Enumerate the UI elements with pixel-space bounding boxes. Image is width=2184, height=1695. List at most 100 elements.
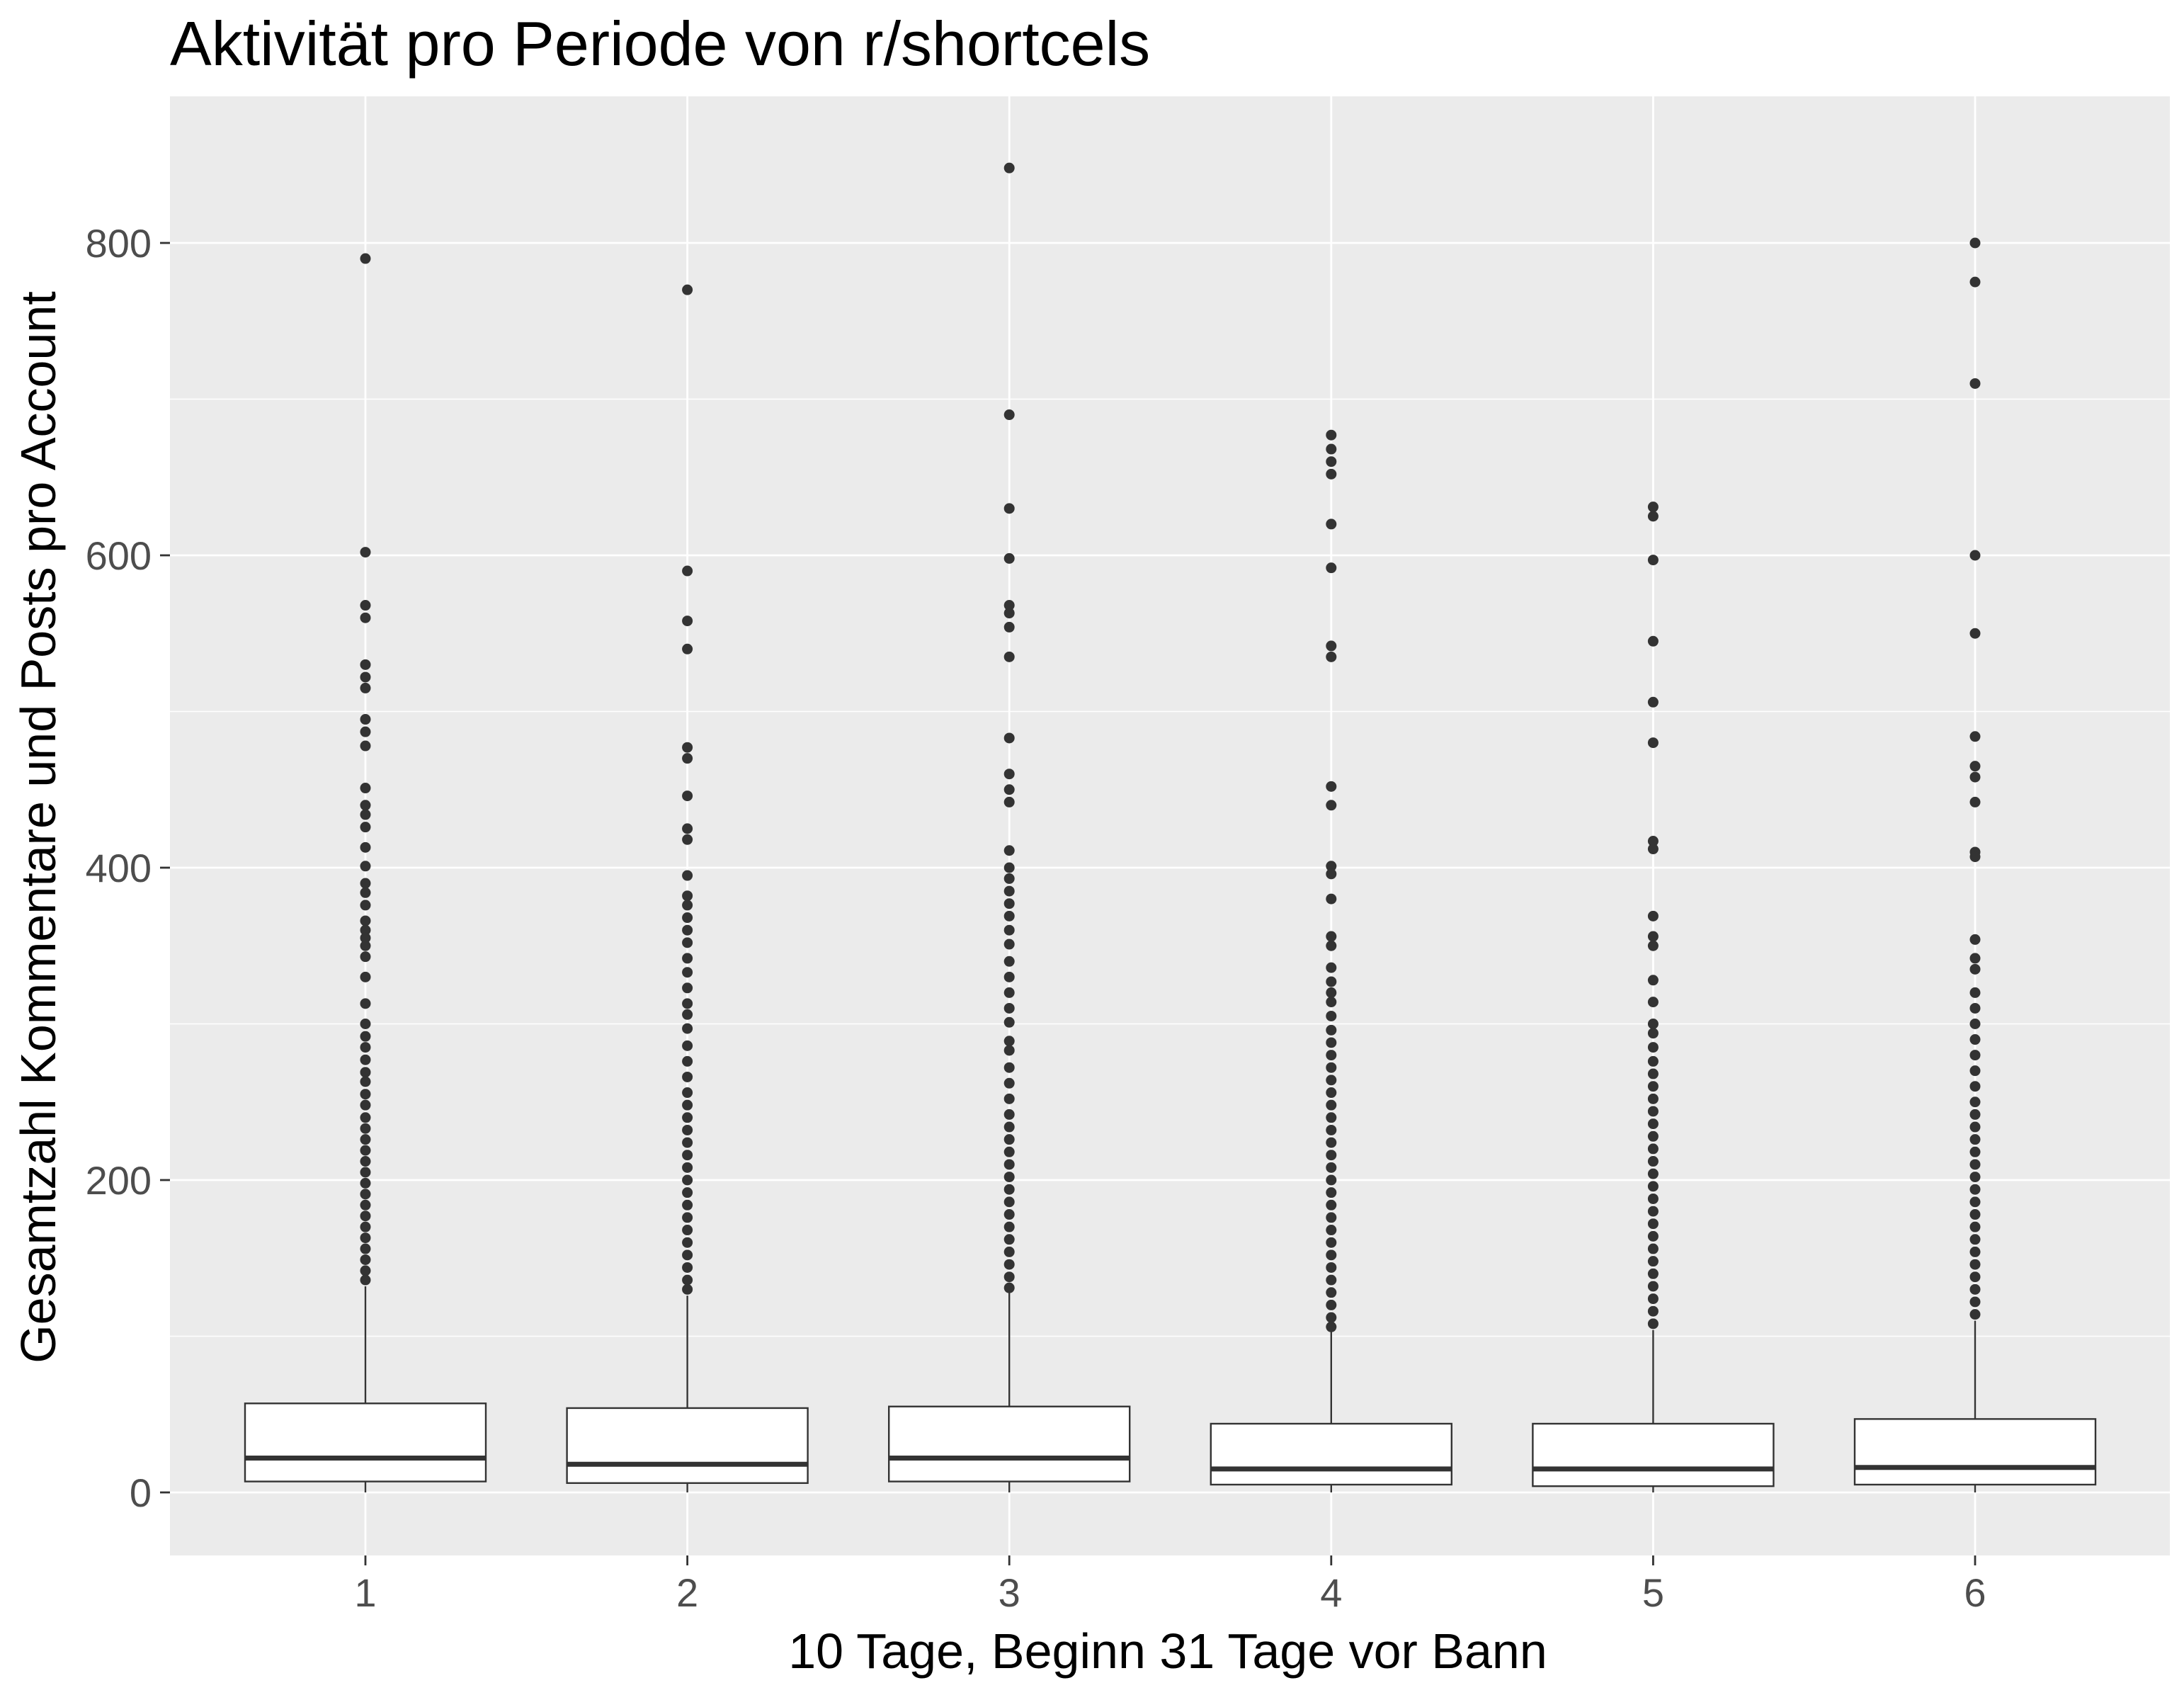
outlier-point [1647, 1106, 1659, 1117]
outlier-point [1647, 1093, 1659, 1104]
outlier-point [1969, 934, 1981, 945]
outlier-point [1969, 1234, 1981, 1245]
outlier-point [1969, 1259, 1981, 1270]
outlier-point [1647, 737, 1659, 749]
outlier-point [1647, 1019, 1659, 1029]
outlier-point [360, 682, 371, 693]
outlier-point [1969, 276, 1981, 288]
outlier-point [1647, 635, 1659, 647]
outlier-point [1003, 898, 1015, 909]
outlier-point [1003, 1045, 1015, 1056]
outlier-point [360, 887, 371, 898]
outlier-point [682, 1237, 693, 1248]
x-axis-title: 10 Tage, Beginn 31 Tage vor Bann [788, 1623, 1547, 1679]
outlier-point [1647, 940, 1659, 951]
outlier-point [1003, 552, 1015, 564]
outlier-point [1326, 1112, 1337, 1123]
outlier-point [1326, 443, 1337, 455]
outlier-point [682, 900, 693, 911]
outlier-point [682, 1174, 693, 1186]
outlier-point [1969, 1121, 1981, 1133]
outlier-point [682, 998, 693, 1009]
outlier-point [1003, 732, 1015, 744]
box-5 [1532, 501, 1775, 1492]
outlier-point [1003, 1016, 1015, 1028]
outlier-point [360, 1031, 371, 1042]
outlier-point [360, 940, 371, 951]
outlier-point [1003, 939, 1015, 950]
outlier-point [1647, 1168, 1659, 1179]
outlier-point [1326, 931, 1337, 942]
outlier-point [1647, 975, 1659, 986]
outlier-point [1969, 628, 1981, 639]
outlier-point [1326, 987, 1337, 998]
outlier-point [1969, 1184, 1981, 1195]
outlier-point [1969, 1096, 1981, 1108]
outlier-point [1326, 1287, 1337, 1298]
outlier-point [682, 1162, 693, 1173]
outlier-point [360, 915, 371, 926]
outlier-point [1969, 237, 1981, 249]
outlier-point [1647, 1206, 1659, 1217]
outlier-point [1969, 1296, 1981, 1308]
outlier-point [1003, 1146, 1015, 1157]
outlier-point [360, 800, 371, 811]
outlier-point [1326, 781, 1337, 792]
outlier-point [1326, 1075, 1337, 1086]
outlier-point [1326, 1024, 1337, 1036]
outlier-point [682, 1071, 693, 1082]
outlier-point [1326, 861, 1337, 872]
outlier-point [682, 1262, 693, 1273]
outlier-point [1647, 844, 1659, 855]
outlier-point [682, 790, 693, 802]
outlier-point [1326, 562, 1337, 574]
outlier-point [682, 1137, 693, 1148]
outlier-point [360, 1156, 371, 1167]
outlier-point [1969, 1065, 1981, 1077]
outlier-point [682, 1099, 693, 1111]
outlier-point [1647, 1181, 1659, 1192]
outlier-point [360, 971, 371, 982]
outlier-point [360, 1189, 371, 1200]
outlier-point [1647, 1230, 1659, 1242]
outlier-point [682, 1187, 693, 1198]
outlier-point [1326, 640, 1337, 652]
outlier-point [1969, 796, 1981, 807]
outlier-point [360, 1067, 371, 1078]
outlier-point [360, 924, 371, 936]
outlier-point [1326, 962, 1337, 973]
y-tick-label: 600 [86, 533, 152, 578]
outlier-point [360, 1042, 371, 1053]
outlier-point [1003, 971, 1015, 982]
outlier-point [1647, 836, 1659, 847]
outlier-point [1003, 503, 1015, 514]
iqr-box [1532, 1422, 1775, 1487]
y-tick-label: 0 [130, 1470, 152, 1515]
outlier-point [1003, 1234, 1015, 1245]
outlier-point [1647, 1118, 1659, 1130]
outlier-point [360, 822, 371, 833]
x-tick-label: 5 [1642, 1570, 1664, 1615]
outlier-point [1326, 1212, 1337, 1223]
outlier-point [1969, 378, 1981, 389]
outlier-point [1003, 862, 1015, 873]
outlier-point [1003, 1062, 1015, 1073]
outlier-point [1969, 1109, 1981, 1120]
outlier-point [1003, 1246, 1015, 1257]
outlier-point [1326, 1099, 1337, 1111]
outlier-point [1969, 1221, 1981, 1232]
x-tick-label: 3 [999, 1570, 1020, 1615]
outlier-point [1326, 1050, 1337, 1061]
outlier-point [1003, 1271, 1015, 1283]
outlier-point [1003, 651, 1015, 662]
outlier-point [682, 953, 693, 964]
outlier-point [682, 912, 693, 924]
outlier-point [1326, 997, 1337, 1008]
outlier-point [1326, 940, 1337, 951]
outlier-point [1647, 1218, 1659, 1230]
outlier-point [1647, 1268, 1659, 1279]
y-tick-label: 400 [86, 846, 152, 890]
outlier-point [682, 937, 693, 948]
outlier-point [1969, 550, 1981, 561]
